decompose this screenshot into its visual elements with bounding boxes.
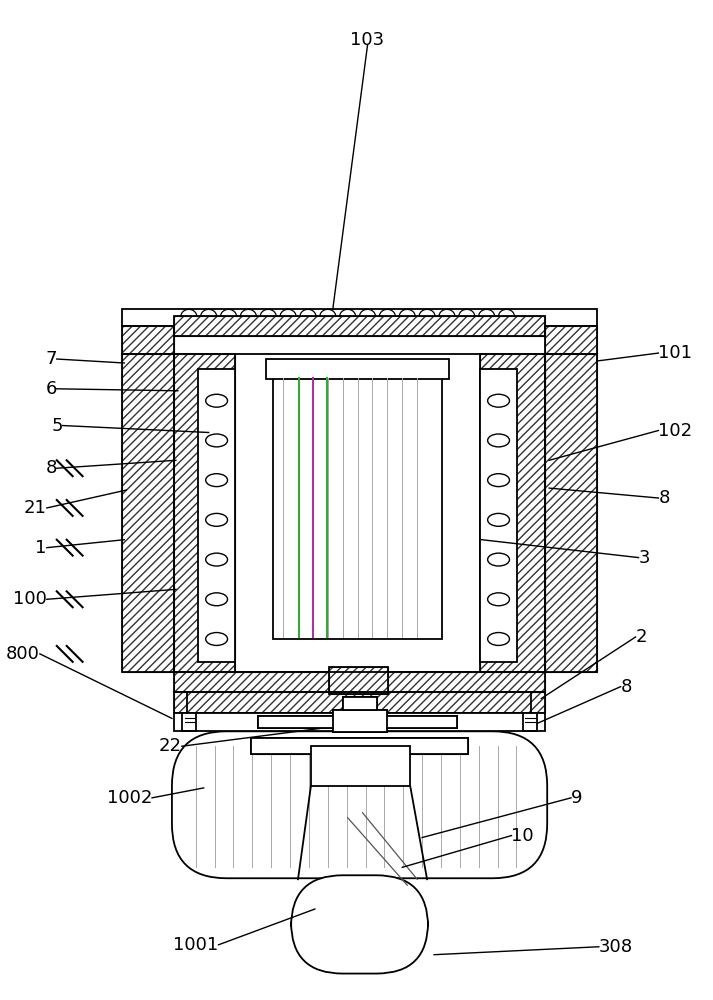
Text: 101: 101 xyxy=(658,344,692,362)
FancyBboxPatch shape xyxy=(172,731,547,878)
Text: 5: 5 xyxy=(51,417,63,435)
Text: 7: 7 xyxy=(45,350,57,368)
Text: 308: 308 xyxy=(599,938,633,956)
Bar xyxy=(333,710,387,732)
Ellipse shape xyxy=(488,593,510,606)
Bar xyxy=(545,326,597,354)
Text: 102: 102 xyxy=(658,422,692,440)
Text: 103: 103 xyxy=(351,31,384,49)
Ellipse shape xyxy=(488,633,510,645)
Bar xyxy=(329,667,389,694)
Bar xyxy=(252,738,468,754)
Bar xyxy=(174,692,545,713)
Text: 8: 8 xyxy=(658,489,670,507)
Text: 8: 8 xyxy=(621,678,632,696)
Ellipse shape xyxy=(205,513,227,526)
Bar xyxy=(258,716,457,728)
Ellipse shape xyxy=(205,633,227,645)
Bar xyxy=(258,716,457,728)
Bar xyxy=(343,697,377,710)
Ellipse shape xyxy=(488,513,510,526)
Bar xyxy=(545,354,597,672)
Bar xyxy=(329,667,389,694)
Text: 1001: 1001 xyxy=(173,936,219,954)
Bar xyxy=(311,746,410,786)
FancyBboxPatch shape xyxy=(291,875,428,974)
Bar xyxy=(174,713,545,731)
Bar xyxy=(174,354,545,672)
Bar xyxy=(266,359,449,379)
Bar xyxy=(252,738,468,754)
Ellipse shape xyxy=(205,394,227,407)
Ellipse shape xyxy=(488,553,510,566)
Text: 100: 100 xyxy=(13,590,47,608)
Text: 10: 10 xyxy=(511,827,534,845)
Ellipse shape xyxy=(205,593,227,606)
Text: 800: 800 xyxy=(6,645,40,663)
Bar xyxy=(123,326,174,354)
Ellipse shape xyxy=(488,394,510,407)
Bar xyxy=(343,697,377,710)
Ellipse shape xyxy=(205,553,227,566)
Text: 2: 2 xyxy=(635,628,647,646)
Bar xyxy=(123,309,597,326)
Text: 9: 9 xyxy=(571,789,583,807)
Bar xyxy=(174,354,235,672)
Bar xyxy=(258,716,457,728)
Ellipse shape xyxy=(488,474,510,487)
Text: 6: 6 xyxy=(46,380,57,398)
Text: 8: 8 xyxy=(46,459,57,477)
Bar xyxy=(174,316,545,336)
Bar xyxy=(123,354,174,672)
Bar xyxy=(333,710,387,732)
Bar xyxy=(174,316,545,336)
Bar xyxy=(545,354,597,672)
Bar xyxy=(174,672,545,692)
Text: 1002: 1002 xyxy=(107,789,152,807)
Bar xyxy=(343,697,377,710)
Bar xyxy=(333,710,387,732)
Bar xyxy=(480,369,518,662)
Bar xyxy=(480,354,545,672)
Ellipse shape xyxy=(205,434,227,447)
Bar xyxy=(273,376,442,639)
Text: 1: 1 xyxy=(36,539,47,557)
Bar xyxy=(198,369,235,662)
Bar xyxy=(174,672,545,692)
Ellipse shape xyxy=(488,434,510,447)
Text: 3: 3 xyxy=(639,549,650,567)
Bar xyxy=(174,692,545,713)
Bar xyxy=(174,354,235,672)
Text: 22: 22 xyxy=(159,737,182,755)
Ellipse shape xyxy=(205,474,227,487)
Bar xyxy=(545,326,597,354)
Bar xyxy=(123,326,174,354)
Bar xyxy=(123,354,174,672)
Bar xyxy=(252,738,468,754)
Bar xyxy=(480,354,545,672)
Text: 21: 21 xyxy=(24,499,47,517)
